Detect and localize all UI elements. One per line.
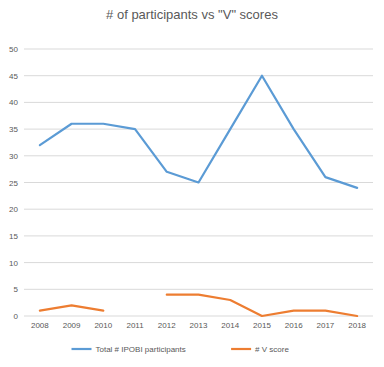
page: {"chart_data": {"type": "line", "title":… (0, 0, 384, 367)
x-tick-label: 2009 (63, 321, 81, 330)
x-tick-label: 2013 (190, 321, 208, 330)
y-tick-label: 0 (14, 312, 19, 321)
chart: # of participants vs "V" scores 0 5 10 15 20 2… (0, 0, 384, 367)
legend-label: # V score (255, 345, 289, 354)
y-tick-label: 30 (9, 152, 18, 161)
title: # of participants vs "V" scores (106, 7, 278, 22)
series-line (40, 295, 357, 316)
x-tick-label: 2017 (317, 321, 335, 330)
x-tick-label: 2018 (348, 321, 366, 330)
x-tick-label: 2008 (31, 321, 49, 330)
y-tick-label: 15 (9, 232, 18, 241)
x-tick-label: 2016 (285, 321, 303, 330)
grid-line (24, 209, 373, 210)
x-tick-label: 2014 (221, 321, 239, 330)
grid-line (24, 129, 373, 130)
y-tick-label: 35 (9, 125, 18, 134)
grid-line (24, 75, 373, 76)
grid-line (24, 49, 373, 50)
y-tick-label: 20 (9, 205, 18, 214)
plot-area (40, 76, 357, 316)
y-tick-label: 5 (14, 285, 19, 294)
x-tick-label: 2012 (158, 321, 176, 330)
grid-line (24, 235, 373, 236)
y-tick-label: 40 (9, 98, 18, 107)
grid-line (24, 102, 373, 103)
y-tick-label: 25 (9, 179, 18, 188)
legend-swatch (231, 348, 251, 350)
legend: Total # IPOBI participants # V score (72, 345, 290, 354)
grid-line (24, 289, 373, 290)
x-tick-label: 2011 (126, 321, 144, 330)
x-tick-label: 2010 (94, 321, 112, 330)
y-tick-label: 10 (9, 259, 18, 268)
grid-line (24, 316, 373, 317)
y-tick-label: 50 (9, 45, 18, 54)
y-tick-label: 45 (9, 72, 18, 81)
legend-swatch (72, 348, 92, 350)
grid-line (24, 262, 373, 263)
legend-label: Total # IPOBI participants (96, 345, 186, 354)
grid-line (24, 155, 373, 156)
series-line (40, 76, 357, 188)
x-tick-label: 2015 (253, 321, 271, 330)
background (0, 0, 384, 367)
